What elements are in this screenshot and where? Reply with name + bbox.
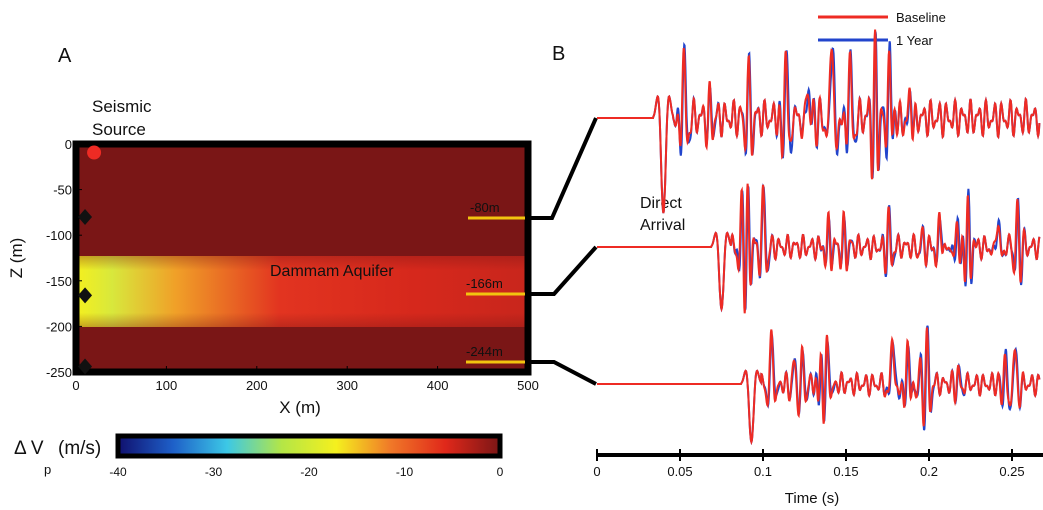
receiver-diamond [78,358,93,375]
x-tick-label: 100 [156,378,178,393]
panel-b-x-axis: 0 0.05 0.1 0.15 0.2 0.25 [593,449,1043,479]
panel-a-label: A [58,45,72,67]
colorbar-tick-label: -40 [109,465,127,479]
y-tick-label: 0 [65,137,72,152]
time-tick-label: 0 [593,464,600,479]
y-tick-label: -50 [53,183,72,198]
x-tick-label: 0 [72,378,79,393]
panel-a-x-axis: 0 100 200 300 400 500 [72,366,539,393]
colorbar-label: Δ V [14,438,44,459]
colorbar-tick-label: 0 [497,465,504,479]
time-tick-label: 0.15 [833,464,858,479]
y-tick-label: -100 [46,228,72,243]
receiver-depth-labels: -80m -166m -244m [466,200,525,364]
x-tick-label: 500 [517,378,539,393]
connector-166m [525,245,598,296]
time-tick-label: 0.05 [667,464,692,479]
seismic-source-label-line1: Seismic [92,97,152,116]
connector-244m [525,360,597,386]
x-tick-label: 300 [336,378,358,393]
colorbar-gradient [115,433,503,459]
aquifer-layer-edge-shade [76,256,528,327]
receiver-diamond [78,208,93,225]
time-tick-label: 0.2 [920,464,938,479]
trace-connectors [525,117,598,386]
model-heatmap [72,140,532,376]
receiver-markers [78,208,93,375]
panel-a-y-axis-title: Z (m) [7,238,26,279]
colorbar-tick-label: -20 [300,465,318,479]
y-tick-label: -150 [46,274,72,289]
x-tick-label: 200 [246,378,268,393]
y-tick-label: -200 [46,319,72,334]
legend-label-baseline: Baseline [896,10,946,25]
model-frame [72,140,532,376]
aquifer-label: Dammam Aquifer [270,263,394,280]
colorbar: Δ V p (m/s) -40 -30 -20 -10 0 [14,433,504,479]
time-axis-ticks: 0 0.05 0.1 0.15 0.2 0.25 [593,449,1025,479]
colorbar-unit: (m/s) [58,438,101,459]
y-tick-label: -250 [46,365,72,380]
seismic-source-label-line2: Source [92,120,146,139]
receiver-label-244m: -244m [466,344,503,359]
time-tick-label: 0.1 [754,464,772,479]
seismic-source-marker [87,145,102,160]
trace--244m-baseline [597,327,1041,446]
legend-label-1year: 1 Year [896,33,934,48]
colorbar-label-subscript: p [44,462,51,477]
connector-80m [525,117,598,220]
time-tick-label: 0.25 [999,464,1024,479]
receiver-label-80m: -80m [470,200,500,215]
colorbar-tick-label: -10 [396,465,414,479]
colorbar-ticks: -40 -30 -20 -10 0 [109,465,503,479]
legend: Baseline 1 Year [818,10,946,48]
seismic-traces [597,29,1041,446]
time-axis-title: Time (s) [785,490,839,507]
panel-a-y-axis: 0 -50 -100 -150 -200 -250 [46,137,82,380]
direct-arrival-label-line1: Direct [640,195,682,212]
trace--166m-baseline [597,183,1041,314]
receiver-diamond [78,287,93,304]
x-tick-label: 400 [427,378,449,393]
panel-b-label: B [552,43,565,65]
trace--80m-baseline [597,29,1041,214]
direct-arrival-label-line2: Arrival [640,217,685,234]
panel-a-x-axis-title: X (m) [279,398,321,417]
colorbar-tick-label: -30 [205,465,223,479]
receiver-label-166m: -166m [466,276,503,291]
